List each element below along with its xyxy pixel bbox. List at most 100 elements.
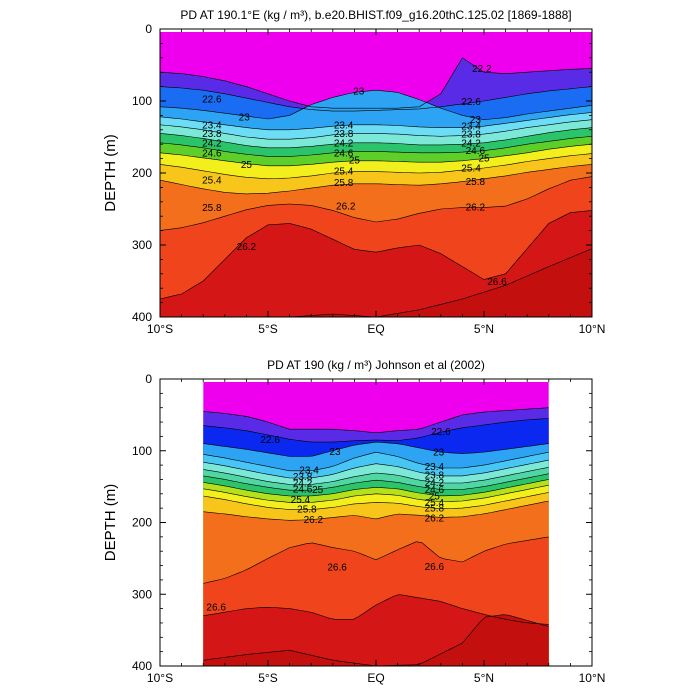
contour-label: 23.8	[293, 472, 313, 483]
isopycnal-line	[160, 248, 592, 317]
density-band	[160, 210, 592, 317]
isopycnal-line	[160, 136, 592, 157]
contour-label: 25.4	[291, 495, 311, 506]
isopycnal-line	[160, 89, 592, 121]
isopycnal-line	[160, 86, 592, 112]
contour-label: 22.2	[472, 64, 492, 75]
contour-label: 23	[329, 447, 341, 458]
contour-label: 25.4	[334, 166, 354, 177]
isopycnal-line	[160, 57, 592, 109]
contour-label: 24.2	[425, 478, 445, 489]
contour-label: 26.2	[237, 242, 257, 253]
contour-label: 23.4	[299, 466, 319, 477]
isopycnal-line	[203, 441, 549, 457]
isopycnal-line	[160, 164, 592, 195]
contour-label: 25.8	[466, 177, 486, 188]
x-tick-label: 10°S	[147, 322, 173, 336]
y-tick-label: 100	[132, 94, 152, 108]
contour-label: 24.6	[466, 146, 486, 157]
contour-label: 26.2	[466, 202, 486, 213]
contour-label: 22.6	[260, 435, 280, 446]
contour-label: 22.6	[202, 94, 222, 105]
y-tick-label: 300	[132, 587, 152, 601]
contour-label: 23	[433, 448, 445, 459]
contour-label: 26.6	[327, 562, 347, 573]
contour-label: 24.2	[202, 138, 222, 149]
density-band	[203, 614, 549, 666]
y-tick-label: 400	[132, 310, 152, 324]
isopycnal-line	[203, 451, 549, 472]
contour-label: 23	[353, 86, 365, 97]
contour-label: 25	[349, 156, 361, 167]
isopycnal-line	[203, 418, 549, 443]
density-field	[160, 31, 592, 317]
y-tick-label: 200	[132, 166, 152, 180]
isopycnal-line	[160, 210, 592, 300]
contour-label: 25.4	[425, 498, 445, 509]
contour-label: 23.4	[202, 120, 222, 131]
isopycnal-line	[160, 176, 592, 231]
contour-label: 24.6	[293, 484, 313, 495]
contour-label: 22.6	[431, 427, 451, 438]
isopycnal-line	[203, 473, 549, 491]
contour-label: 23	[470, 115, 482, 126]
contour-label: 25.8	[334, 178, 354, 189]
contour-label: 24.6	[425, 485, 445, 496]
contour-label: 22.6	[461, 97, 481, 108]
x-tick-label: 10°N	[579, 671, 606, 685]
contour-label: 26.6	[487, 277, 507, 288]
y-axis-title: DEPTH (m)	[102, 484, 119, 562]
isopycnal-line	[160, 127, 592, 149]
isopycnal-line	[203, 500, 549, 521]
y-tick-label: 400	[132, 659, 152, 673]
y-tick-label: 300	[132, 238, 152, 252]
x-tick-label: 5°N	[474, 671, 494, 685]
contour-label: 24.2	[461, 138, 481, 149]
contour-label: 23.8	[425, 471, 445, 482]
isopycnal-line	[203, 407, 549, 434]
isopycnal-line	[160, 119, 592, 140]
contour-label: 24.6	[334, 148, 354, 159]
contour-label: 25.4	[202, 176, 222, 187]
panel-title: PD AT 190 (kg / m³) Johnson et al (2002)	[267, 358, 485, 372]
isopycnal-line	[203, 614, 549, 666]
contour-label: 25.8	[202, 203, 222, 214]
contour-label: 25	[241, 160, 253, 171]
isopycnal-line	[203, 484, 549, 503]
x-tick-label: 5°S	[258, 671, 277, 685]
x-tick-label: 10°S	[147, 671, 173, 685]
contour-label: 25	[429, 491, 441, 502]
y-tick-label: 200	[132, 516, 152, 530]
contour-label: 25	[312, 485, 324, 496]
contour-label: 25.8	[297, 504, 317, 515]
y-tick-label: 100	[132, 444, 152, 458]
isopycnal-line	[160, 153, 592, 180]
y-tick-label: 0	[145, 22, 152, 36]
density-band	[289, 248, 592, 317]
x-tick-label: EQ	[367, 671, 384, 685]
isopycnal-line	[203, 536, 549, 584]
contour-label: 23.8	[461, 130, 481, 141]
contour-label: 26.2	[425, 514, 445, 525]
contour-label: 23.4	[334, 120, 354, 131]
contour-label: 24.2	[334, 138, 354, 149]
contour-label: 26.2	[336, 202, 356, 213]
isopycnal-line	[203, 492, 549, 510]
x-tick-label: 5°S	[258, 322, 277, 336]
contour-label: 25	[478, 153, 490, 164]
contour-label: 24.6	[202, 148, 222, 159]
contour-label: 26.6	[425, 562, 445, 573]
contour-label: 26.6	[206, 603, 226, 614]
y-tick-label: 0	[145, 372, 152, 386]
contour-label: 23	[239, 112, 251, 123]
contour-label: 25.4	[461, 163, 481, 174]
isopycnal-line	[203, 479, 549, 497]
x-tick-label: 10°N	[579, 322, 606, 336]
contour-label: 23.8	[334, 129, 354, 140]
contour-label: 25.8	[425, 504, 445, 515]
density-field	[203, 381, 549, 666]
contour-label: 23.4	[461, 122, 481, 133]
contour-label: 26.2	[304, 515, 324, 526]
